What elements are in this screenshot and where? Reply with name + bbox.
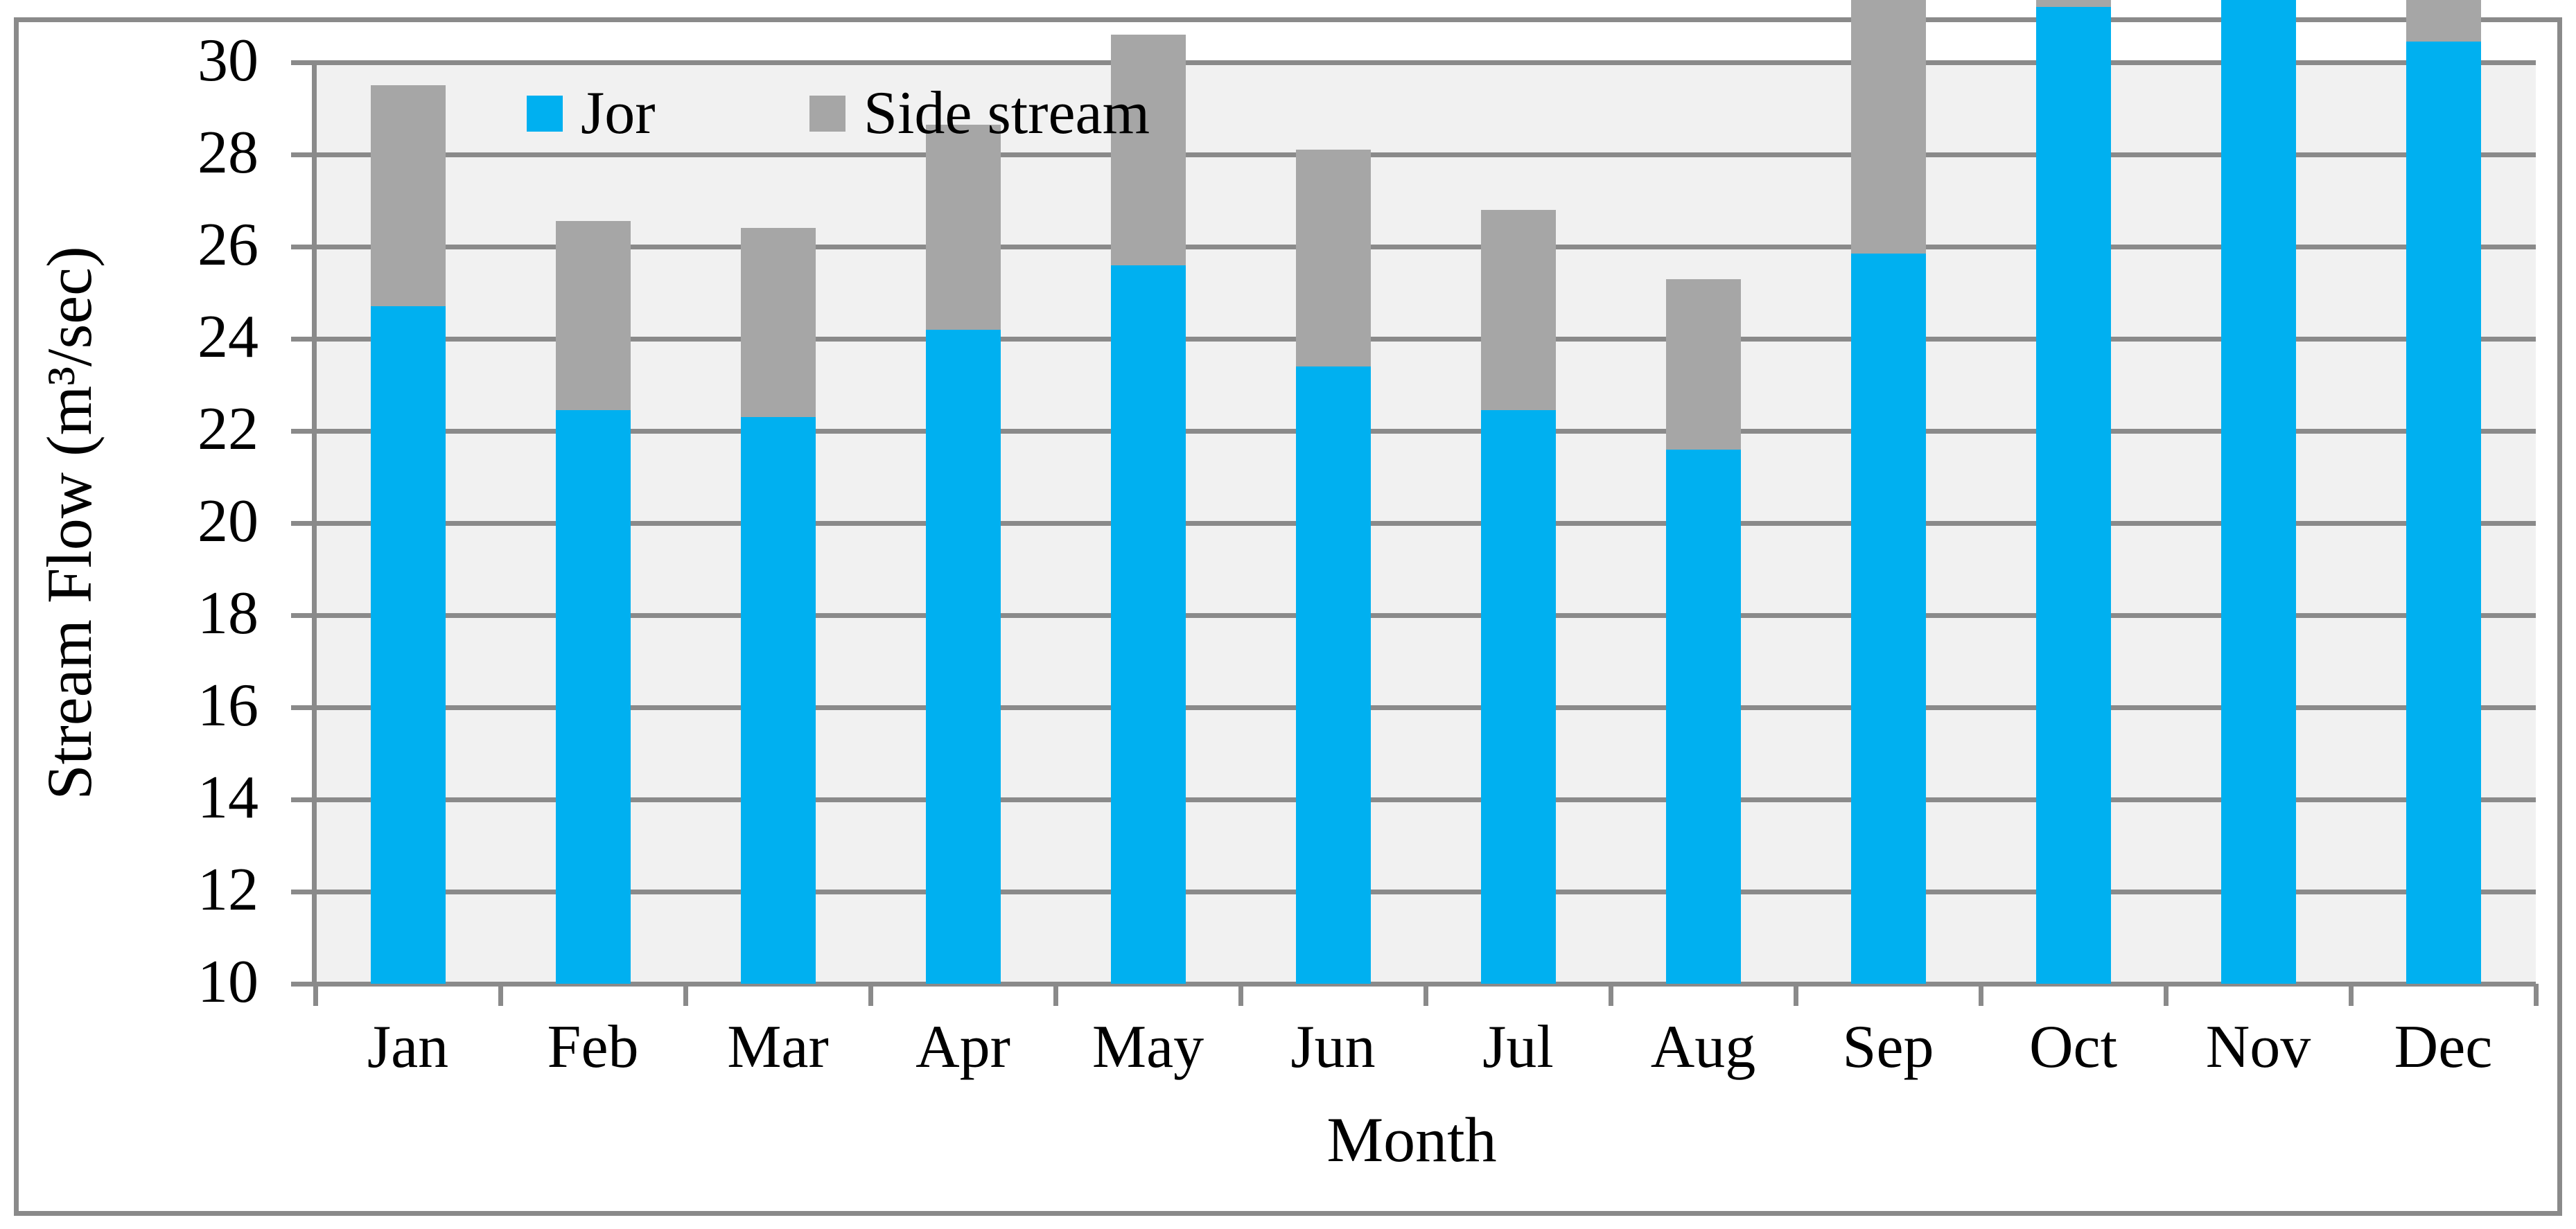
y-tick-24 (291, 336, 312, 342)
y-tick-label-10: 10 (198, 948, 259, 1016)
y-tick-26 (291, 244, 312, 249)
x-tick-1 (498, 984, 503, 1006)
y-tick-label-20: 20 (198, 488, 259, 555)
x-tick-label-jun: Jun (1290, 1014, 1376, 1081)
y-tick-16 (291, 705, 312, 710)
gridline-y-22 (312, 428, 2536, 434)
bar-segment-jor-feb (555, 410, 631, 984)
bar-segment-side-stream-may (1110, 35, 1186, 265)
y-tick-20 (291, 520, 312, 526)
bar-segment-side-stream-mar (740, 228, 816, 418)
x-tick-3 (868, 984, 873, 1006)
y-tick-label-12: 12 (198, 856, 259, 923)
x-tick-10 (2163, 984, 2168, 1006)
bar-segment-jor-mar (740, 417, 816, 984)
x-tick-label-apr: Apr (915, 1014, 1010, 1081)
gridline-y-12 (312, 889, 2536, 894)
x-tick-label-nov: Nov (2205, 1014, 2311, 1081)
y-tick-28 (291, 152, 312, 157)
x-tick-label-sep: Sep (1842, 1014, 1934, 1081)
bar-segment-side-stream-oct (2035, 0, 2111, 8)
y-axis-title: Stream Flow (m³/sec) (34, 246, 105, 800)
gridline-y-16 (312, 705, 2536, 710)
bar-segment-jor-aug (1665, 449, 1741, 984)
x-tick-0 (313, 984, 318, 1006)
bar-segment-side-stream-apr (925, 124, 1001, 330)
bar-segment-jor-may (1110, 265, 1186, 984)
x-tick-label-dec: Dec (2394, 1014, 2493, 1081)
bar-segment-jor-dec (2406, 42, 2481, 984)
bar-segment-jor-jul (1480, 410, 1556, 984)
bar-segment-jor-sep (1850, 253, 1926, 984)
x-tick-label-oct: Oct (2029, 1014, 2118, 1081)
x-tick-4 (1053, 984, 1058, 1006)
x-tick-7 (1608, 984, 1613, 1006)
gridline-y-18 (312, 612, 2536, 618)
bar-segment-jor-apr (925, 329, 1001, 984)
y-tick-12 (291, 889, 312, 894)
x-tick-label-feb: Feb (547, 1014, 639, 1081)
y-tick-label-30: 30 (198, 27, 259, 94)
x-tick-12 (2533, 984, 2539, 1006)
x-tick-label-aug: Aug (1650, 1014, 1756, 1081)
x-tick-6 (1423, 984, 1428, 1006)
gridline-y-30 (312, 60, 2536, 65)
x-tick-label-may: May (1092, 1014, 1204, 1081)
y-tick-label-14: 14 (198, 764, 259, 831)
x-tick-label-jan: Jan (367, 1014, 449, 1081)
gridline-y-26 (312, 244, 2536, 249)
y-tick-label-24: 24 (198, 303, 259, 371)
bar-segment-side-stream-jul (1480, 209, 1556, 411)
bar-segment-side-stream-dec (2406, 0, 2481, 42)
x-tick-11 (2348, 984, 2354, 1006)
bar-segment-side-stream-feb (555, 221, 631, 411)
y-tick-22 (291, 428, 312, 434)
y-tick-label-16: 16 (198, 672, 259, 739)
y-tick-label-28: 28 (198, 119, 259, 186)
bar-segment-side-stream-sep (1850, 0, 1926, 254)
side-stream-legend-label: Side stream (864, 80, 1150, 147)
bar-segment-jor-oct (2035, 7, 2111, 984)
gridline-y-28 (312, 152, 2536, 157)
x-tick-label-mar: Mar (727, 1014, 829, 1081)
side-stream-legend-swatch-icon (809, 96, 845, 132)
y-tick-30 (291, 60, 312, 65)
gridline-y-20 (312, 520, 2536, 526)
bar-segment-jor-nov (2220, 0, 2296, 984)
y-tick-10 (291, 981, 312, 987)
x-axis-title: Month (1326, 1104, 1497, 1175)
bar-segment-jor-jun (1295, 366, 1371, 984)
x-tick-8 (1793, 984, 1798, 1006)
x-tick-5 (1238, 984, 1243, 1006)
x-tick-2 (683, 984, 688, 1006)
y-tick-label-18: 18 (198, 580, 259, 647)
y-tick-18 (291, 612, 312, 618)
bar-segment-side-stream-aug (1665, 278, 1741, 450)
y-tick-14 (291, 797, 312, 802)
jor-legend-label: Jor (581, 80, 656, 147)
gridline-y-24 (312, 336, 2536, 342)
jor-legend-swatch-icon (527, 96, 563, 132)
y-tick-label-26: 26 (198, 211, 259, 278)
y-axis-line (312, 60, 317, 987)
x-tick-9 (1978, 984, 1983, 1006)
gridline-y-14 (312, 797, 2536, 802)
y-tick-label-22: 22 (198, 396, 259, 463)
bar-segment-side-stream-jun (1295, 150, 1371, 366)
bar-segment-side-stream-jan (370, 85, 446, 307)
bar-segment-jor-jan (370, 306, 446, 984)
x-tick-label-jul: Jul (1482, 1014, 1554, 1081)
